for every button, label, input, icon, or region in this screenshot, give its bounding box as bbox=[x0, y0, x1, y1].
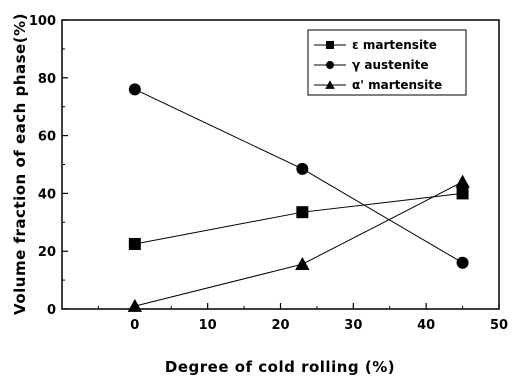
data-point-triangle bbox=[127, 298, 143, 312]
legend-items: ε martensite γ austenite α' martensite bbox=[314, 38, 442, 92]
x-axis-title: Degree of cold rolling (%) bbox=[165, 358, 395, 376]
y-tick-label: 20 bbox=[38, 245, 56, 260]
data-point-circle bbox=[128, 83, 141, 96]
data-point-triangle bbox=[295, 257, 310, 270]
x-tick-label: 20 bbox=[271, 318, 289, 333]
y-tick-label: 0 bbox=[47, 303, 56, 318]
legend-item: α' martensite bbox=[314, 78, 442, 92]
legend: ε martensite γ austenite α' martensite bbox=[307, 29, 467, 96]
legend-marker-circle bbox=[326, 61, 334, 69]
legend-label: γ austenite bbox=[352, 58, 429, 72]
series-layer bbox=[127, 83, 470, 312]
x-tick-label: 40 bbox=[417, 318, 435, 333]
legend-marker-triangle bbox=[325, 80, 335, 89]
series-circle bbox=[128, 83, 469, 269]
x-tick-label: 10 bbox=[199, 318, 217, 333]
legend-label: α' martensite bbox=[352, 78, 442, 92]
x-axis-ticks: 0 10 20 30 40 50 bbox=[97, 303, 508, 333]
y-axis-ticks: 0 20 40 60 80 100 bbox=[29, 14, 68, 318]
data-point-square bbox=[296, 206, 309, 219]
y-tick-label: 80 bbox=[38, 72, 56, 87]
series-square bbox=[128, 187, 469, 250]
y-axis-title: Volume fraction of each phase(%) bbox=[11, 13, 29, 315]
series-line bbox=[134, 88, 463, 264]
data-point-square bbox=[456, 187, 469, 200]
legend-marker-square bbox=[326, 41, 334, 49]
legend-label: ε martensite bbox=[352, 38, 437, 52]
data-point-circle bbox=[456, 256, 469, 269]
series-triangle bbox=[127, 174, 470, 312]
data-point-square bbox=[128, 237, 141, 250]
series-line bbox=[134, 192, 463, 245]
legend-item: γ austenite bbox=[314, 58, 429, 72]
legend-item: ε martensite bbox=[314, 38, 437, 52]
y-tick-label: 40 bbox=[38, 187, 56, 202]
data-point-triangle bbox=[455, 174, 470, 188]
y-tick-label: 100 bbox=[29, 14, 56, 29]
x-tick-label: 0 bbox=[130, 318, 139, 333]
x-tick-label: 50 bbox=[490, 318, 508, 333]
data-point-circle bbox=[296, 162, 309, 175]
legend-box bbox=[307, 29, 467, 96]
x-tick-label: 30 bbox=[344, 318, 362, 333]
y-tick-label: 60 bbox=[38, 130, 56, 145]
series-line bbox=[134, 181, 463, 307]
